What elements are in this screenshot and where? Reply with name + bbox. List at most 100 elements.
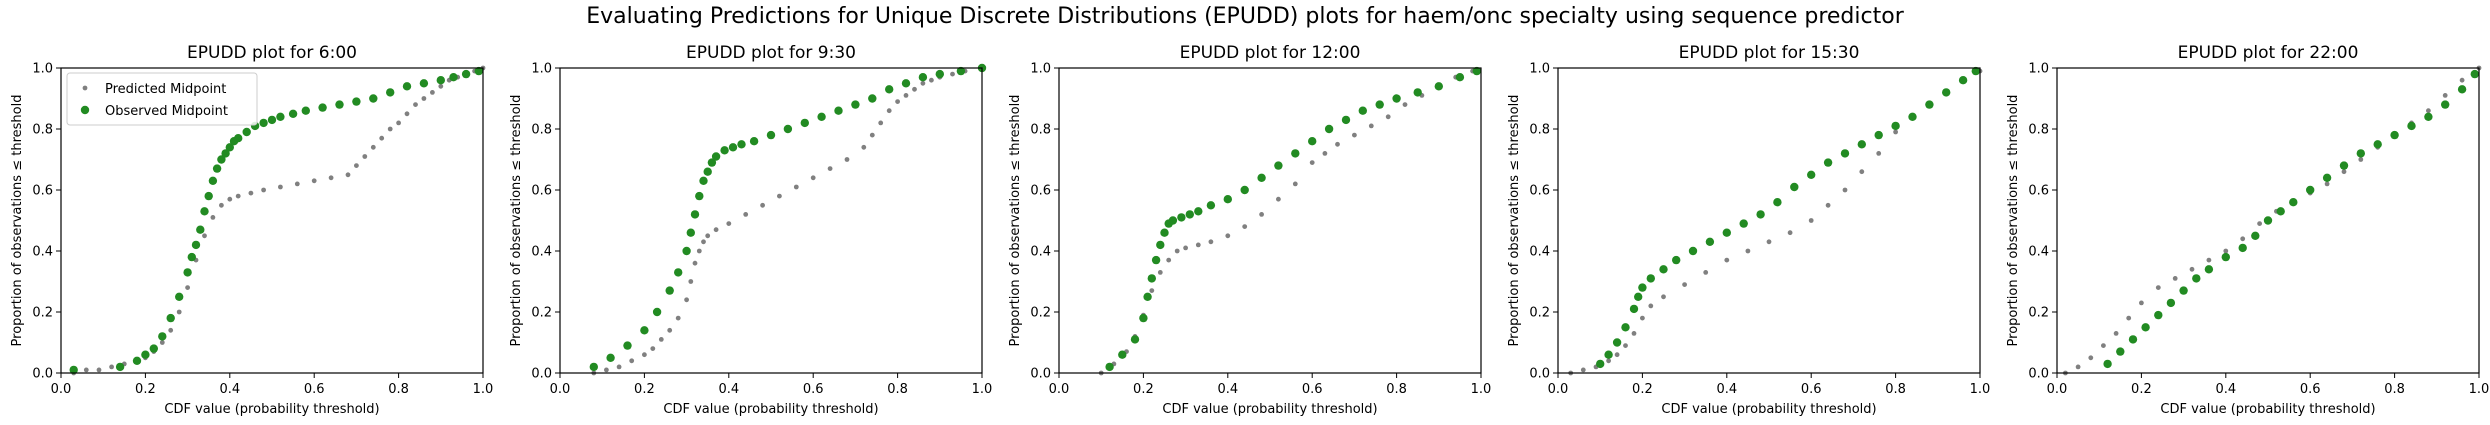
predicted-point <box>413 102 418 107</box>
predicted-series <box>1568 68 1983 376</box>
observed-point <box>1659 265 1668 274</box>
predicted-point <box>903 93 909 98</box>
observed-point <box>1874 130 1883 140</box>
predicted-point <box>1724 257 1730 263</box>
observed-point <box>1168 216 1178 225</box>
predicted-series <box>2063 65 2482 376</box>
observed-point <box>1308 137 1317 146</box>
predicted-point <box>629 358 635 364</box>
observed-point <box>1773 198 1782 207</box>
y-tick-label: 0.0 <box>1529 367 1550 382</box>
predicted-point <box>2426 108 2431 114</box>
observed-series <box>589 63 987 372</box>
observed-point <box>766 130 776 140</box>
predicted-point <box>1322 151 1328 156</box>
observed-point <box>1274 161 1283 170</box>
observed-point <box>461 69 471 79</box>
predicted-point <box>396 120 401 126</box>
observed-point <box>1185 210 1195 219</box>
observed-point <box>1291 149 1300 158</box>
predicted-point <box>692 260 698 266</box>
observed-point <box>402 82 412 91</box>
observed-point <box>1971 66 1981 76</box>
predicted-point <box>688 279 694 284</box>
plot-frame <box>60 67 484 374</box>
predicted-point <box>2341 169 2347 175</box>
predicted-point <box>743 212 749 217</box>
y-tick-label: 0.0 <box>531 367 552 382</box>
predicted-point <box>929 77 934 83</box>
predicted-point <box>701 239 706 245</box>
predicted-point <box>1259 212 1264 217</box>
y-tick-label: 0.8 <box>1529 123 1550 138</box>
observed-point <box>225 143 234 152</box>
predicted-point <box>1183 245 1188 251</box>
x-tick-label: 0.4 <box>1716 382 1737 397</box>
observed-point <box>2128 335 2138 344</box>
predicted-point <box>1352 132 1357 138</box>
observed-point <box>1925 100 1934 109</box>
observed-point <box>711 152 721 161</box>
predicted-point <box>1614 352 1620 358</box>
observed-point <box>208 176 218 185</box>
observed-point <box>1638 283 1647 292</box>
observed-point <box>2179 286 2188 295</box>
y-tick-label: 0.8 <box>531 123 552 138</box>
predicted-point <box>109 364 114 370</box>
predicted-point <box>1640 315 1645 321</box>
predicted-point <box>1787 230 1793 236</box>
predicted-point <box>202 233 207 239</box>
chart-title: EPUDD plot for 6:00 <box>187 43 357 63</box>
predicted-point <box>1292 181 1298 187</box>
observed-point <box>221 149 230 158</box>
observed-point <box>204 191 213 201</box>
chart-panel-3: EPUDD plot for 12:00 0.0 0.2 0.4 0.6 0.8 1.0 0.… <box>1008 43 1491 417</box>
observed-point <box>1790 182 1799 192</box>
observed-series <box>69 66 483 375</box>
observed-point <box>1646 274 1656 283</box>
observed-point <box>301 106 310 115</box>
predicted-point <box>311 178 317 184</box>
predicted-point <box>2324 181 2330 187</box>
observed-point <box>2154 310 2163 320</box>
observed-point <box>1156 240 1165 250</box>
observed-point <box>783 124 793 134</box>
observed-series <box>2103 69 2479 369</box>
observed-point <box>690 210 700 219</box>
observed-point <box>728 143 738 152</box>
predicted-point <box>219 202 224 208</box>
y-tick-label: 0.4 <box>531 245 552 260</box>
x-tick-label: 0.4 <box>1217 382 1238 397</box>
observed-point <box>1324 124 1334 134</box>
y-tick-label: 0.2 <box>1529 306 1550 321</box>
chart-title: EPUDD plot for 22:00 <box>2178 43 2359 63</box>
observed-point <box>589 362 598 372</box>
observed-point <box>1604 350 1613 359</box>
predicted-point <box>168 327 174 333</box>
predicted-point <box>2088 355 2094 361</box>
observed-point <box>276 112 285 122</box>
y-tick-label: 0.8 <box>2028 123 2049 138</box>
predicted-point <box>675 315 681 321</box>
predicted-point <box>2155 285 2161 290</box>
observed-point <box>1472 66 1482 76</box>
predicted-point <box>430 90 435 95</box>
observed-point <box>352 97 361 106</box>
observed-point <box>2103 359 2112 369</box>
predicted-point <box>1859 169 1865 175</box>
predicted-point <box>1208 239 1214 245</box>
observed-point <box>2356 149 2365 158</box>
observed-point <box>166 313 175 323</box>
y-tick-label: 0.2 <box>1030 306 1051 321</box>
x-tick-label: 0.8 <box>1386 382 1407 397</box>
x-tick-label: 0.2 <box>634 382 655 397</box>
y-tick-label: 1.0 <box>531 62 552 77</box>
observed-point <box>1413 88 1422 97</box>
predicted-point <box>294 181 300 187</box>
x-tick-label: 0.0 <box>550 382 571 397</box>
observed-point <box>1206 201 1216 210</box>
observed-point <box>2289 198 2298 207</box>
observed-point <box>1942 88 1951 97</box>
y-axis-label: Proportion of observations ≤ threshold <box>1008 95 1023 347</box>
